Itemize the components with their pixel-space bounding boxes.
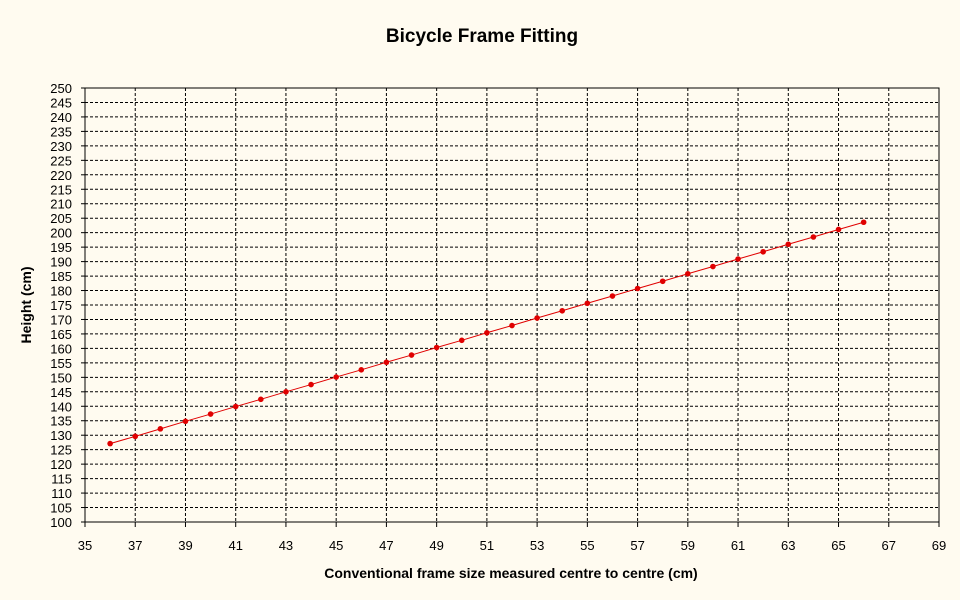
- data-point: [232, 403, 239, 410]
- data-point: [584, 300, 591, 307]
- y-axis-ticks: 1001051101151201251301351401451501551601…: [50, 81, 85, 530]
- y-tick-label: 130: [50, 428, 72, 443]
- y-axis-label: Height (cm): [18, 267, 34, 344]
- data-point: [835, 226, 842, 233]
- x-tick-label: 43: [279, 538, 293, 553]
- x-tick-label: 59: [681, 538, 695, 553]
- x-tick-label: 61: [731, 538, 745, 553]
- grid-lines: [85, 88, 939, 522]
- x-tick-label: 57: [630, 538, 644, 553]
- y-tick-label: 245: [50, 95, 72, 110]
- data-point: [383, 359, 390, 366]
- y-tick-label: 150: [50, 370, 72, 385]
- x-tick-label: 41: [228, 538, 242, 553]
- y-tick-label: 195: [50, 240, 72, 255]
- data-point: [433, 344, 440, 351]
- y-tick-label: 140: [50, 399, 72, 414]
- x-axis-ticks: 35 37 39 41 43 45 47 49 51 53 55 57 59 61 63 65 67 69: [78, 522, 946, 553]
- data-point: [484, 329, 490, 336]
- y-tick-label: 200: [50, 226, 72, 241]
- y-tick-label: 155: [50, 356, 72, 371]
- x-tick-label: 67: [882, 538, 896, 553]
- data-point: [785, 241, 792, 248]
- data-point: [283, 389, 289, 395]
- y-tick-label: 190: [50, 255, 72, 270]
- y-tick-label: 220: [50, 168, 72, 183]
- data-point: [685, 270, 691, 277]
- data-point: [810, 234, 817, 240]
- y-tick-label: 135: [50, 414, 72, 429]
- y-tick-label: 105: [50, 501, 72, 516]
- x-tick-label: 65: [831, 538, 845, 553]
- data-point: [358, 367, 365, 373]
- data-point: [207, 411, 214, 417]
- data-point: [659, 278, 666, 285]
- y-tick-label: 165: [50, 327, 72, 342]
- data-point: [634, 285, 641, 292]
- chart-title: Bicycle Frame Fitting: [386, 26, 578, 47]
- y-tick-label: 240: [50, 110, 72, 125]
- y-tick-label: 110: [51, 486, 72, 501]
- x-axis-label: Conventional frame size measured centre …: [324, 565, 697, 581]
- data-point: [534, 315, 540, 321]
- y-tick-label: 160: [50, 341, 72, 356]
- y-tick-label: 185: [50, 269, 72, 284]
- data-point: [408, 352, 415, 358]
- x-tick-label: 39: [178, 538, 192, 553]
- y-tick-label: 170: [50, 312, 72, 327]
- x-tick-label: 35: [78, 538, 92, 553]
- data-point: [107, 440, 113, 447]
- data-point: [132, 433, 139, 440]
- data-point: [509, 322, 515, 329]
- series-group: [107, 219, 867, 447]
- y-tick-label: 120: [50, 457, 72, 472]
- y-tick-label: 125: [50, 443, 72, 458]
- y-tick-label: 145: [50, 385, 72, 400]
- y-tick-label: 175: [50, 298, 72, 313]
- data-point: [308, 381, 314, 388]
- y-tick-label: 235: [50, 124, 72, 139]
- x-tick-label: 49: [429, 538, 443, 553]
- data-point: [710, 263, 716, 270]
- x-tick-label: 37: [128, 538, 142, 553]
- y-tick-label: 205: [50, 211, 72, 226]
- y-tick-label: 210: [50, 197, 72, 212]
- x-tick-label: 45: [329, 538, 343, 553]
- data-point: [609, 293, 616, 299]
- x-tick-label: 63: [781, 538, 795, 553]
- data-point: [157, 426, 164, 432]
- x-tick-label: 47: [379, 538, 393, 553]
- x-tick-label: 53: [530, 538, 544, 553]
- y-tick-label: 215: [50, 182, 72, 197]
- x-tick-label: 69: [932, 538, 946, 553]
- data-point: [860, 219, 867, 226]
- y-tick-label: 250: [50, 81, 72, 96]
- data-point: [182, 418, 189, 425]
- y-tick-label: 100: [50, 515, 72, 530]
- x-tick-label: 55: [580, 538, 594, 553]
- data-point: [258, 396, 264, 403]
- x-tick-label: 51: [480, 538, 494, 553]
- data-point: [760, 248, 766, 255]
- data-point: [735, 256, 741, 262]
- data-point: [333, 374, 339, 380]
- y-tick-label: 225: [50, 153, 72, 168]
- y-tick-label: 230: [50, 139, 72, 154]
- data-point: [559, 307, 566, 314]
- y-tick-label: 180: [50, 284, 72, 299]
- y-tick-label: 115: [51, 472, 72, 487]
- data-point: [458, 337, 465, 344]
